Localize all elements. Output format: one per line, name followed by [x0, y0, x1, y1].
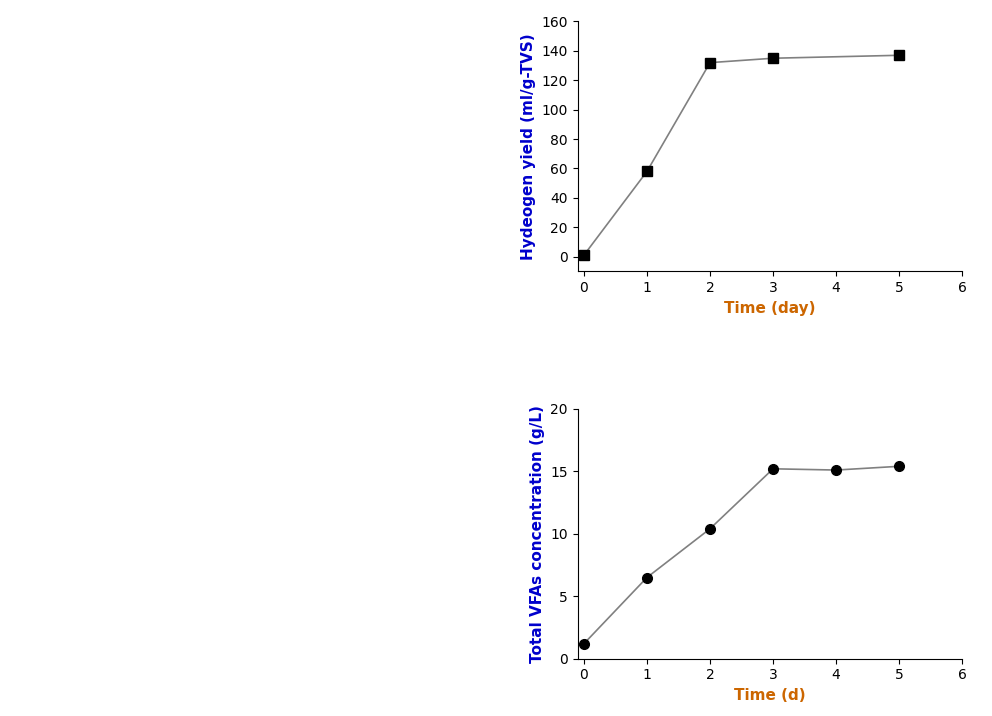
Y-axis label: Total VFAs concentration (g/L): Total VFAs concentration (g/L)	[530, 405, 545, 663]
Y-axis label: Hydeogen yield (ml/g-TVS): Hydeogen yield (ml/g-TVS)	[521, 33, 536, 260]
X-axis label: Time (d): Time (d)	[734, 688, 806, 703]
X-axis label: Time (day): Time (day)	[724, 301, 815, 316]
